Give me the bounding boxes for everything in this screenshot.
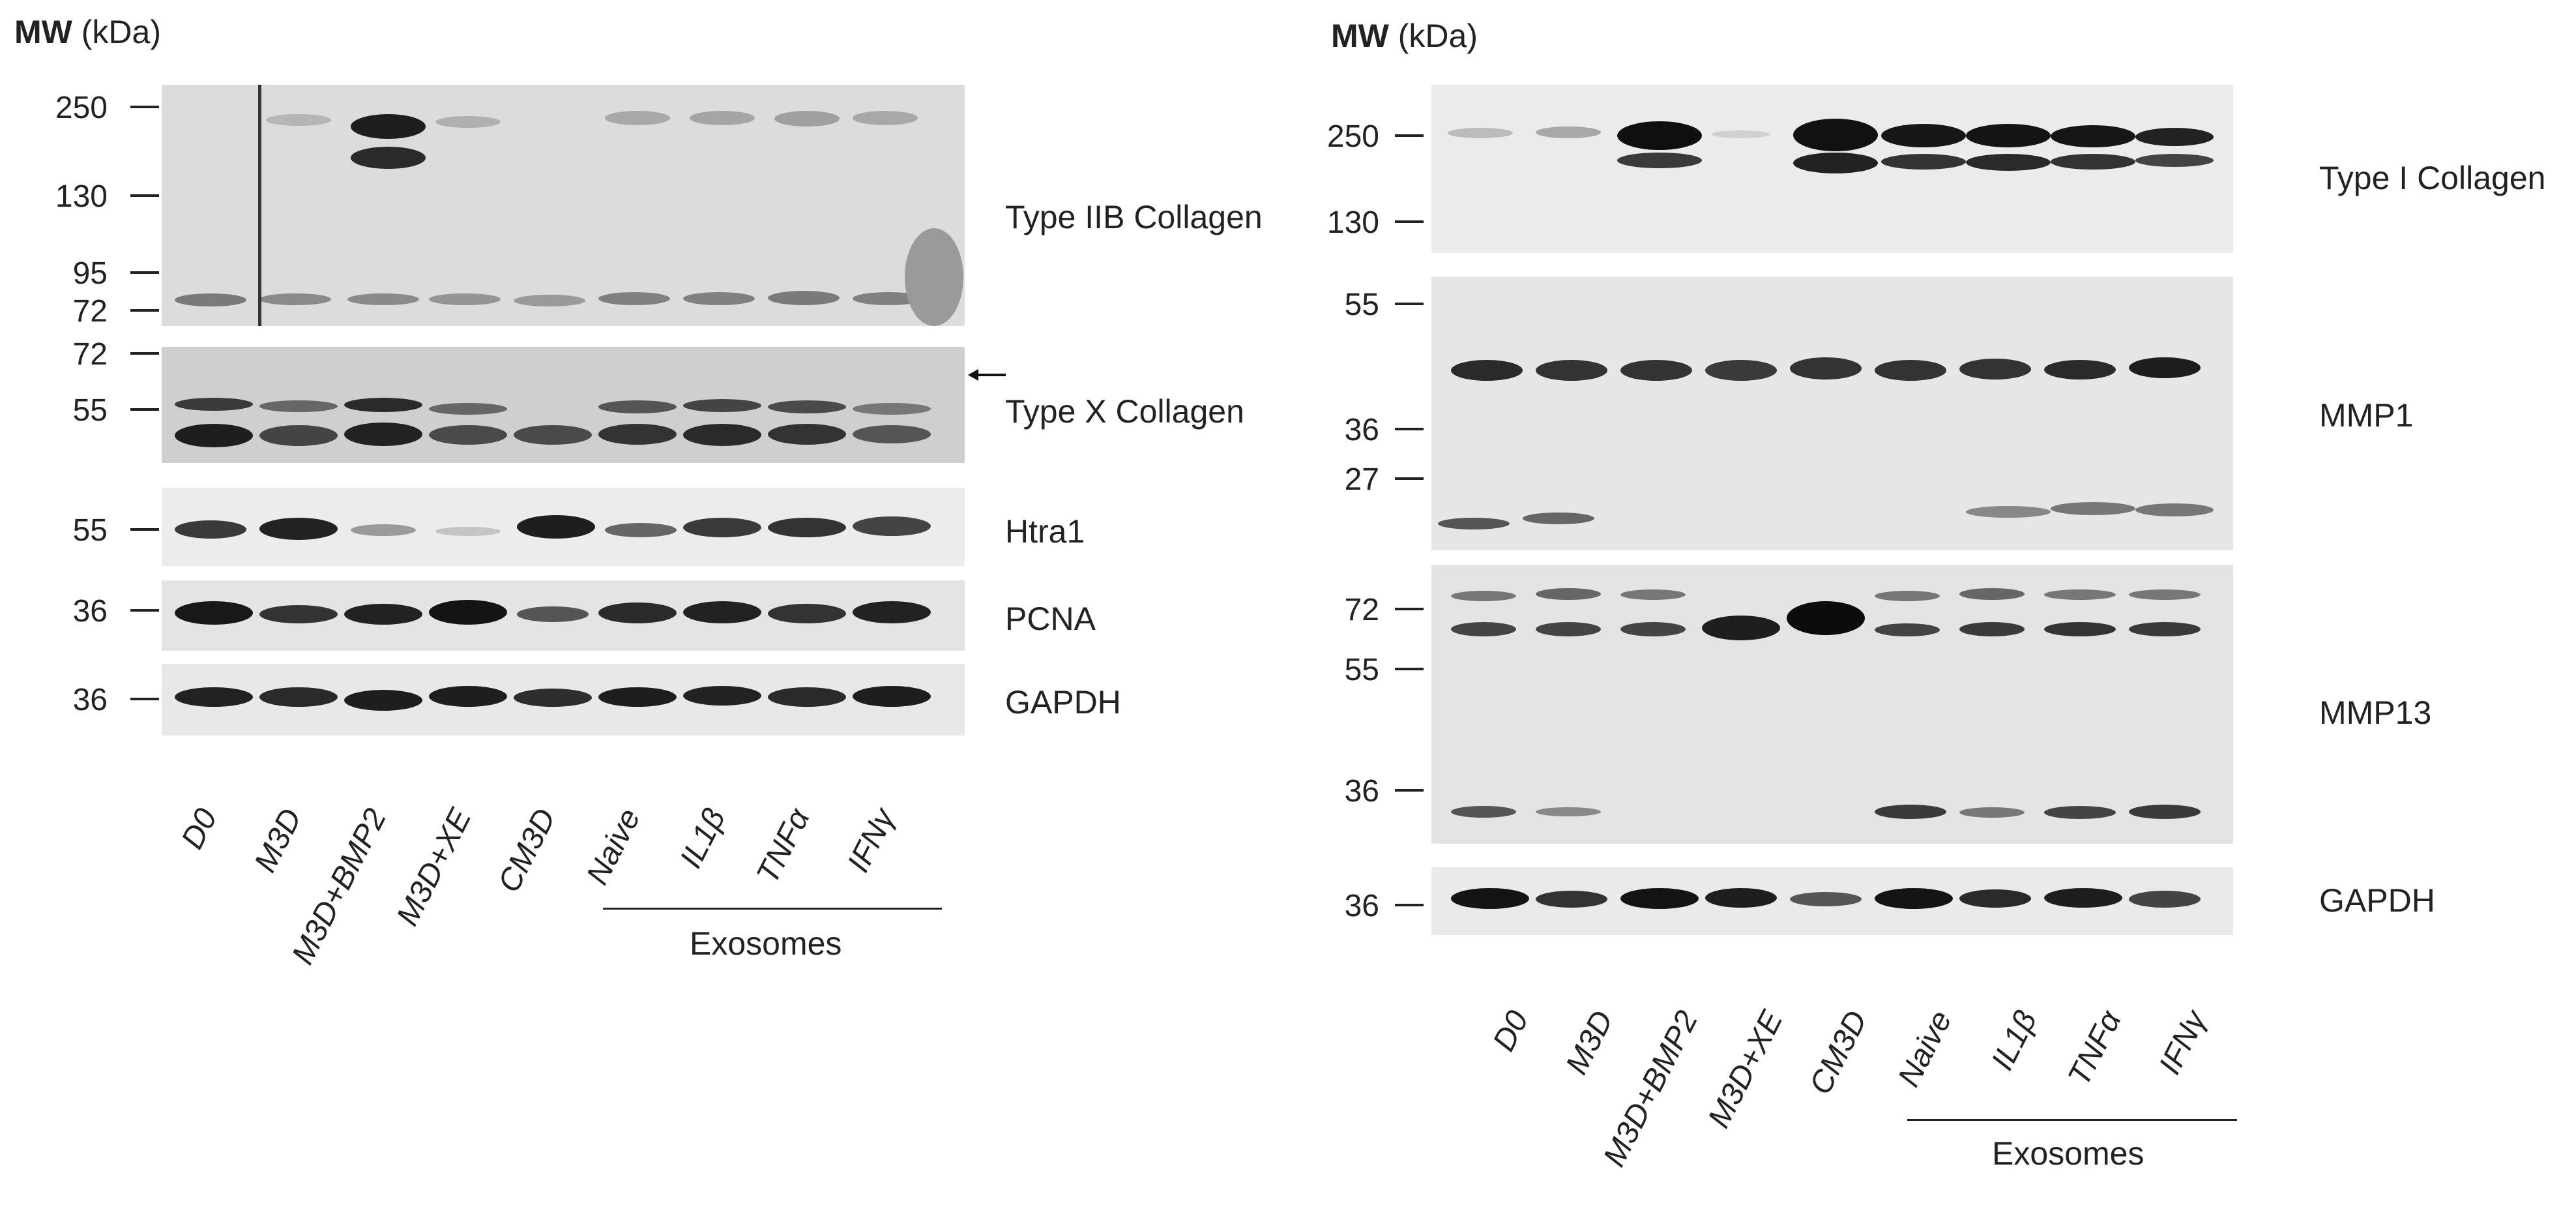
protein-label: Htra1 [1005, 513, 1085, 550]
mw-tick [130, 352, 159, 355]
mw-label: 36 [1344, 413, 1379, 447]
blot-pcna [162, 580, 965, 651]
mw-label: 72 [72, 337, 108, 372]
mw-tick [130, 106, 159, 108]
left-panel: MW (kDa) 250 130 95 72 Type IIB Collagen [14, 14, 1263, 970]
blot-gapdh [162, 664, 965, 736]
mw-label: 36 [72, 594, 108, 629]
lane-label: M3D+XE [390, 803, 478, 932]
arrow-icon [968, 369, 1006, 381]
lane-label: TNFα [2062, 1005, 2129, 1092]
mw-label: 36 [72, 683, 108, 717]
blot-type-x-collagen [162, 347, 965, 463]
protein-label: PCNA [1005, 601, 1096, 637]
lane-label: D0 [175, 803, 224, 855]
mw-title: MW (kDa) [1331, 18, 1478, 54]
mw-label: 55 [1344, 288, 1379, 322]
mw-tick [130, 194, 159, 197]
mw-tick [1395, 789, 1424, 792]
protein-label: GAPDH [1005, 684, 1121, 721]
mw-label: 130 [55, 179, 108, 214]
lane-label: M3D [247, 803, 309, 878]
mw-tick [1395, 220, 1424, 223]
mw-label: 250 [55, 91, 108, 125]
protein-label: MMP1 [2319, 397, 2414, 434]
mw-label: 55 [72, 513, 108, 548]
mw-tick [130, 698, 159, 700]
mw-tick [1395, 904, 1424, 906]
mw-tick [130, 408, 159, 411]
lane-label: TNFα [750, 803, 817, 889]
lane-label: IL1β [673, 803, 733, 874]
lane-label: CM3D [1803, 1005, 1875, 1100]
mw-tick [130, 271, 159, 274]
protein-label: Type IIB Collagen [1005, 199, 1263, 235]
lane-label: IL1β [1985, 1005, 2044, 1076]
lane-label: Naive [1892, 1005, 1959, 1093]
mw-tick [130, 609, 159, 612]
exosomes-bracket-line [1907, 1119, 2237, 1121]
mw-label: 36 [1344, 774, 1379, 809]
mw-label: 72 [1344, 593, 1379, 627]
lane-label: D0 [1486, 1005, 1536, 1057]
protein-label: Type X Collagen [1005, 393, 1244, 430]
lane-label: CM3D [491, 803, 563, 898]
mw-tick [1395, 668, 1424, 670]
lane-label: IFNγ [2152, 1005, 2214, 1080]
mw-tick [1395, 608, 1424, 610]
mw-label: 250 [1326, 119, 1379, 154]
lane-label: Naive [580, 803, 648, 891]
mw-tick [130, 528, 159, 531]
exosomes-label: Exosomes [690, 925, 842, 962]
mw-tick [1395, 428, 1424, 430]
exosomes-label: Exosomes [1992, 1135, 2144, 1172]
blot-type-i-collagen [1431, 85, 2233, 253]
blot-htra1 [162, 488, 965, 566]
mw-tick [1395, 303, 1424, 305]
blot-gapdh [1431, 867, 2233, 935]
right-panel: MW (kDa) 250 130 Type I Collagen [1291, 0, 2576, 1205]
lane-label: M3D [1559, 1005, 1620, 1080]
mw-title: MW (kDa) [14, 14, 161, 50]
mw-label: 72 [72, 294, 108, 329]
exosomes-bracket-line [603, 908, 942, 910]
mw-label: 36 [1344, 889, 1379, 923]
mw-tick [1395, 477, 1424, 480]
blot-mmp13 [1431, 565, 2233, 844]
lane-label: IFNγ [840, 803, 902, 878]
blot-type-iib-collagen [162, 85, 965, 326]
mw-tick [1395, 134, 1424, 137]
blot-mmp1 [1431, 276, 2233, 550]
mw-tick [130, 309, 159, 312]
lane-label: M3D+XE [1701, 1005, 1790, 1134]
mw-label: 130 [1326, 205, 1379, 240]
mw-label: 55 [1344, 653, 1379, 687]
mw-label: 55 [72, 393, 108, 428]
protein-label: MMP13 [2319, 694, 2432, 731]
mw-label: 27 [1344, 462, 1379, 497]
mw-label: 95 [72, 256, 108, 291]
protein-label: GAPDH [2319, 882, 2435, 919]
protein-label: Type I Collagen [2319, 160, 2546, 196]
